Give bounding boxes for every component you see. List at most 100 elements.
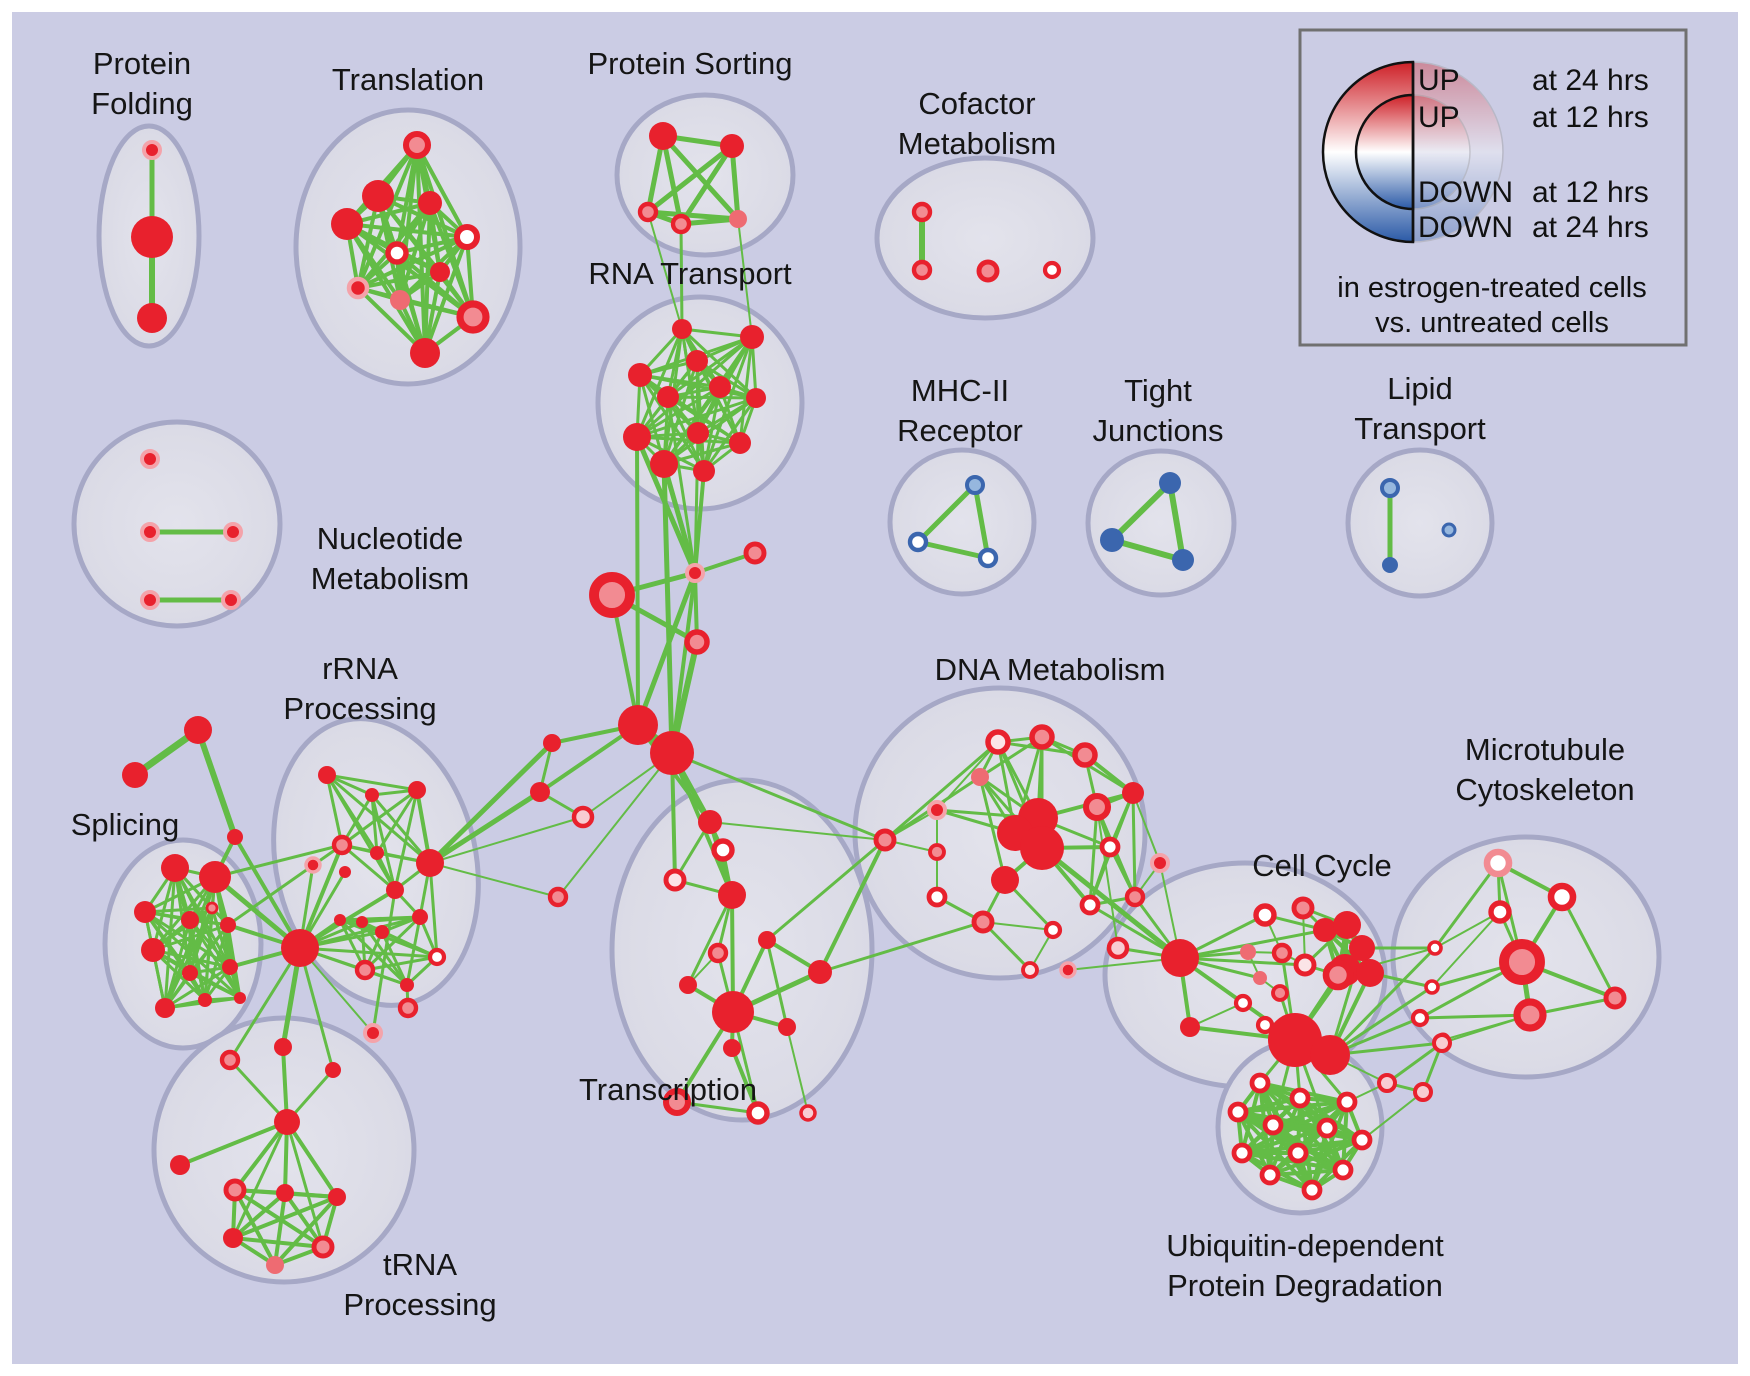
edge xyxy=(1131,791,1137,899)
gene-node xyxy=(1122,782,1144,804)
gene-node xyxy=(318,766,336,784)
edge xyxy=(737,218,753,338)
edge xyxy=(635,327,684,439)
gene-node xyxy=(325,1062,341,1078)
gene-node xyxy=(571,805,595,829)
gene-node xyxy=(328,1188,346,1206)
gene-node xyxy=(134,901,156,923)
gene-node xyxy=(454,224,480,250)
gene-node xyxy=(1271,942,1293,964)
gene-node xyxy=(339,866,351,878)
gene-node xyxy=(1268,1013,1322,1067)
gene-node xyxy=(222,959,238,975)
cluster-label-nucleotide-metabolism: Nucleotide Metabolism xyxy=(311,521,470,596)
edge xyxy=(702,335,754,473)
edge xyxy=(1560,895,1617,1000)
gene-node xyxy=(618,705,658,745)
legend-entry-label: UP xyxy=(1418,64,1460,97)
gene-node xyxy=(543,734,561,752)
edge xyxy=(231,1195,339,1240)
gene-node xyxy=(281,929,319,967)
cluster-label-splicing: Splicing xyxy=(71,807,180,842)
gene-node xyxy=(1072,742,1098,768)
gene-node xyxy=(140,590,160,610)
gene-node xyxy=(141,938,165,962)
gene-node xyxy=(1227,1101,1249,1123)
edge xyxy=(151,866,177,952)
gene-node xyxy=(385,241,409,265)
cluster-tight-junctions xyxy=(1085,448,1237,598)
edge xyxy=(1328,946,1437,1057)
edge xyxy=(680,327,758,400)
edge xyxy=(915,482,978,545)
gene-node xyxy=(1253,903,1277,927)
gene-node xyxy=(1259,1164,1281,1186)
gene-node xyxy=(430,262,450,282)
gene-node xyxy=(1289,1087,1311,1109)
gene-node xyxy=(589,572,635,618)
edge xyxy=(972,482,991,561)
edge xyxy=(666,395,697,575)
gene-node xyxy=(926,886,948,908)
edge xyxy=(427,789,543,866)
gene-node xyxy=(184,716,212,744)
gene-node xyxy=(711,838,735,862)
gene-node xyxy=(650,450,678,478)
cluster-label-trna-processing: tRNA Processing xyxy=(343,1247,496,1322)
cluster-label-translation: Translation xyxy=(332,62,484,97)
gene-node xyxy=(182,965,198,981)
gene-node xyxy=(687,422,709,444)
cluster-label-protein-sorting: Protein Sorting xyxy=(587,46,792,81)
edge xyxy=(1167,480,1186,563)
gene-node xyxy=(808,960,832,984)
edge xyxy=(1178,928,1327,960)
gene-node xyxy=(927,800,947,820)
edge xyxy=(363,955,439,972)
edge xyxy=(405,915,422,987)
gene-node xyxy=(1079,894,1101,916)
edge xyxy=(151,948,232,969)
gene-node xyxy=(1043,920,1063,940)
gene-node xyxy=(1172,549,1194,571)
gene-node xyxy=(707,942,729,964)
gene-node xyxy=(911,201,933,223)
gene-node xyxy=(740,325,764,349)
edge xyxy=(678,143,735,227)
edge xyxy=(666,335,754,399)
edge xyxy=(1433,861,1500,950)
edge xyxy=(1240,1126,1329,1155)
gene-node xyxy=(698,810,722,834)
edge xyxy=(285,1120,339,1199)
gene-node xyxy=(1410,1008,1430,1028)
gene-node xyxy=(1262,1114,1284,1136)
edge xyxy=(635,385,722,439)
gene-node xyxy=(712,991,754,1033)
gene-node xyxy=(729,210,747,228)
gene-node xyxy=(1233,993,1253,1013)
edge xyxy=(226,843,344,927)
edge xyxy=(143,906,214,914)
gene-node xyxy=(1432,1033,1452,1053)
edge xyxy=(1418,1013,1532,1020)
gene-node xyxy=(402,130,432,160)
legend-entry-time: at 24 hrs xyxy=(1532,211,1649,244)
edge xyxy=(557,752,673,898)
gene-node xyxy=(746,1101,770,1125)
edge xyxy=(786,1026,809,1114)
cluster-label-tight-junctions: Tight Junctions xyxy=(1093,373,1224,448)
gene-node xyxy=(427,947,447,967)
legend-entry-time: at 12 hrs xyxy=(1532,176,1649,209)
gene-node xyxy=(375,925,389,939)
edge xyxy=(203,906,214,1002)
gene-node xyxy=(1310,1035,1350,1075)
gene-node xyxy=(386,881,404,899)
gene-node xyxy=(1488,900,1512,924)
gene-node xyxy=(1380,478,1400,498)
gene-node xyxy=(370,846,384,860)
gene-node xyxy=(911,259,933,281)
edge xyxy=(686,893,734,987)
gene-node xyxy=(408,781,426,799)
gene-node xyxy=(334,914,346,926)
legend-entry-label: DOWN xyxy=(1418,211,1513,244)
gene-node xyxy=(709,376,731,398)
